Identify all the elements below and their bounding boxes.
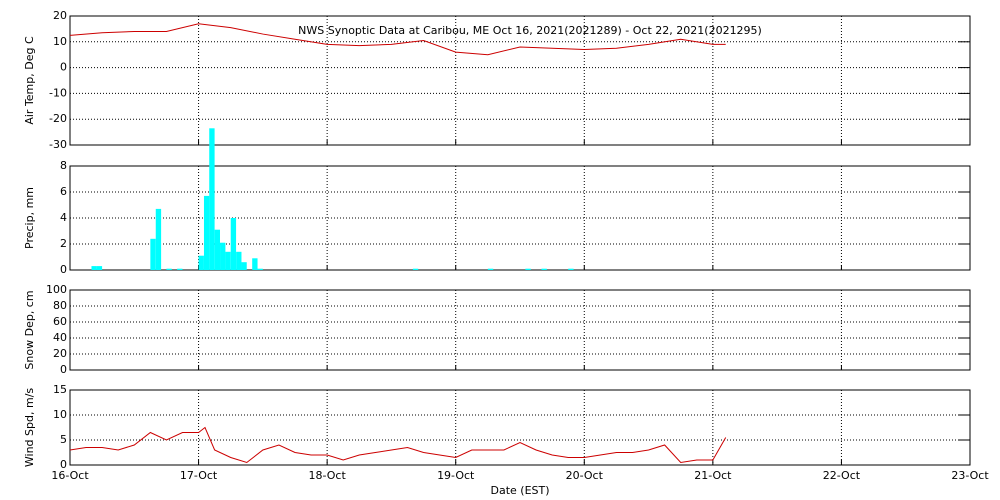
y-tick-label: 40 — [53, 331, 67, 344]
plot-frame — [69, 289, 971, 371]
bar — [225, 251, 231, 270]
bar — [241, 262, 247, 270]
bar — [525, 268, 531, 270]
bar — [220, 242, 226, 270]
y-tick-label: -30 — [49, 138, 67, 151]
y-tick-label: 20 — [53, 347, 67, 360]
bar — [487, 268, 494, 270]
y-tick-label: 0 — [60, 363, 67, 376]
plot-frame — [69, 389, 971, 466]
y-tick-label: -10 — [49, 86, 67, 99]
plot-frame — [69, 15, 971, 146]
x-tick-label: 17-Oct — [180, 469, 218, 482]
y-tick-label: 0 — [60, 458, 67, 471]
bar — [214, 229, 220, 270]
y-tick-label: -20 — [49, 112, 67, 125]
y-tick-label: 10 — [53, 35, 67, 48]
y-tick-label: 80 — [53, 299, 67, 312]
y-tick-label: 8 — [60, 159, 67, 172]
bar — [230, 218, 237, 270]
y-tick-label: 0 — [60, 263, 67, 276]
x-tick-label: 19-Oct — [437, 469, 475, 482]
x-tick-label: 16-Oct — [51, 469, 89, 482]
x-tick-label: 20-Oct — [566, 469, 604, 482]
y-tick-label: 4 — [60, 211, 67, 224]
x-tick-label: 21-Oct — [694, 469, 732, 482]
x-tick-label: 18-Oct — [308, 469, 346, 482]
bar — [252, 258, 258, 270]
x-tick-label: 23-Oct — [951, 469, 989, 482]
x-tick-label: 22-Oct — [823, 469, 861, 482]
bar — [96, 266, 103, 270]
plot-frame — [69, 165, 971, 271]
y-axis-label: Wind Spd, m/s — [23, 388, 36, 468]
y-tick-label: 5 — [60, 433, 67, 446]
bar — [236, 251, 242, 270]
y-axis-label: Air Temp, Deg C — [23, 36, 36, 125]
y-axis-label: Precip, mm — [23, 187, 36, 249]
bar — [209, 128, 215, 270]
bar — [150, 238, 156, 270]
y-tick-label: 0 — [60, 61, 67, 74]
bar — [412, 268, 419, 270]
data-line — [69, 426, 727, 464]
y-axis-label: Snow Dep, cm — [23, 290, 36, 369]
y-tick-label: 15 — [53, 383, 67, 396]
bar — [568, 268, 574, 270]
data-line — [69, 23, 726, 56]
y-tick-label: 10 — [53, 408, 67, 421]
bar — [166, 268, 172, 270]
chart-title: NWS Synoptic Data at Caribou, ME Oct 16,… — [298, 24, 762, 37]
y-tick-label: 100 — [46, 283, 67, 296]
bar — [257, 268, 263, 270]
y-tick-label: 60 — [53, 315, 67, 328]
x-axis-label: Date (EST) — [490, 484, 549, 497]
bar — [177, 268, 183, 270]
y-tick-label: 6 — [60, 185, 67, 198]
y-tick-label: 2 — [60, 237, 67, 250]
bar — [203, 195, 210, 270]
bar — [198, 255, 204, 270]
y-tick-label: 20 — [53, 9, 67, 22]
bar — [91, 266, 97, 270]
bar — [155, 208, 162, 270]
bar — [541, 268, 547, 270]
